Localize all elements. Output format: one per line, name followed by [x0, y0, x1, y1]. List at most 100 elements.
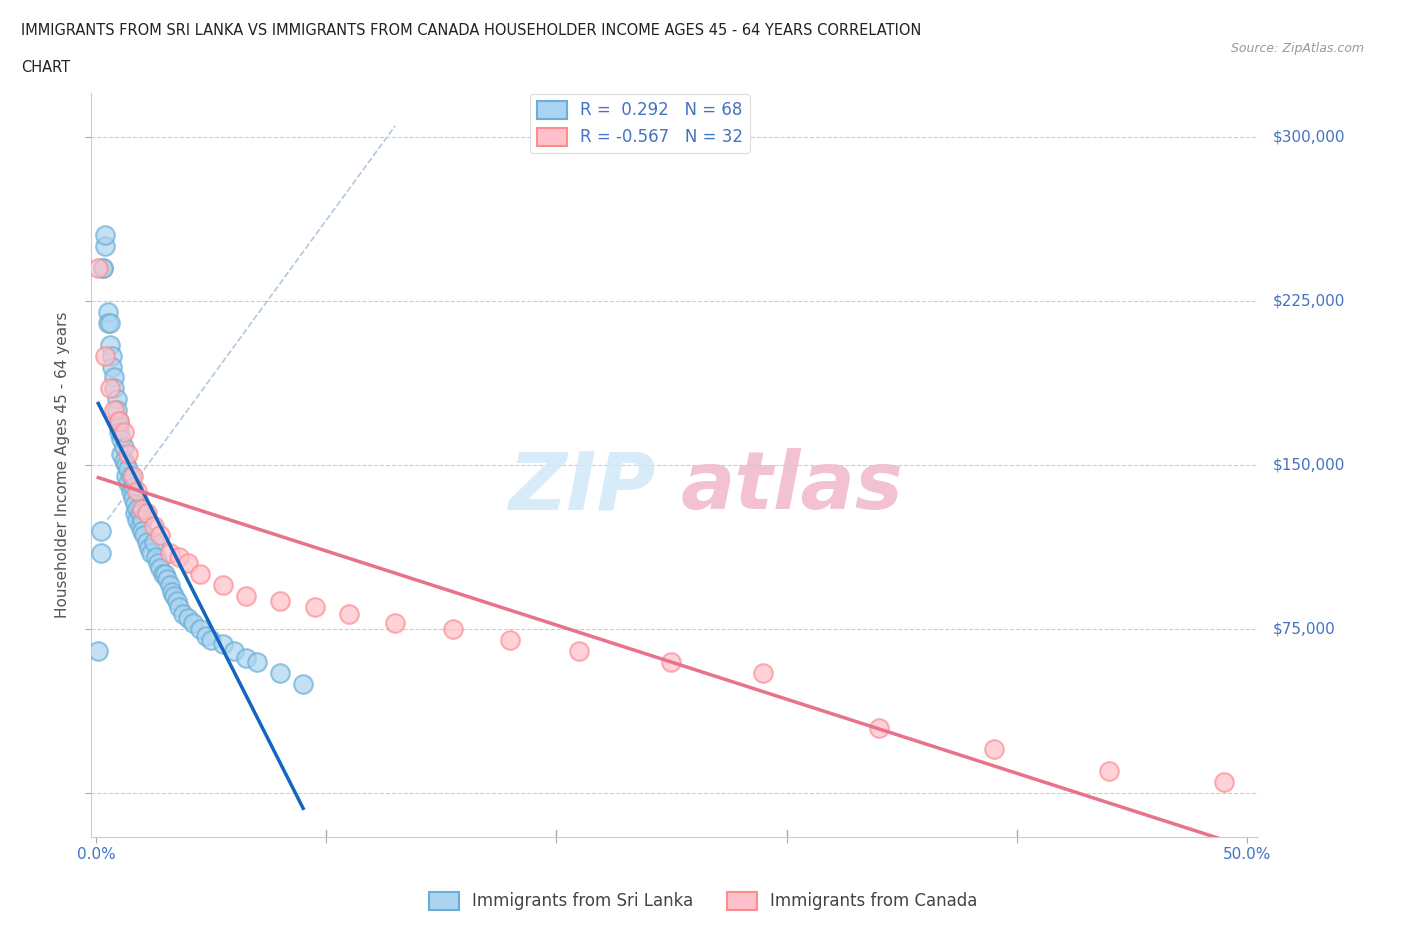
Point [211, 637, 233, 652]
Point [188, 621, 211, 636]
Point [120, 484, 142, 498]
Point [108, 418, 131, 433]
Point [135, 506, 157, 521]
Point [112, 440, 135, 455]
Point [121, 480, 143, 495]
Point [868, 720, 890, 735]
Point [195, 629, 218, 644]
Point [135, 534, 157, 549]
Point [115, 469, 138, 484]
Point [117, 462, 139, 477]
Point [96, 315, 118, 330]
Point [94, 348, 117, 363]
Point [156, 571, 179, 586]
Point [188, 567, 211, 582]
Point [105, 392, 128, 406]
Point [983, 742, 1005, 757]
Point [499, 632, 522, 647]
Point [304, 600, 326, 615]
Point [124, 497, 146, 512]
Point [96, 304, 118, 319]
Point [177, 611, 200, 626]
Point [90, 524, 112, 538]
Point [112, 425, 135, 440]
Point [177, 556, 200, 571]
Point [131, 501, 153, 516]
Point [87, 644, 110, 658]
Point [146, 556, 169, 571]
Point [131, 524, 153, 538]
Point [138, 540, 160, 555]
Point [124, 506, 146, 521]
Point [108, 414, 131, 429]
Point [246, 655, 269, 670]
Point [110, 446, 132, 461]
Point [149, 561, 172, 576]
Point [269, 666, 291, 681]
Point [181, 615, 204, 630]
Point [115, 458, 138, 472]
Y-axis label: Householder Income Ages 45 - 64 years: Householder Income Ages 45 - 64 years [55, 312, 70, 618]
Point [141, 545, 163, 560]
Text: Source: ZipAtlas.com: Source: ZipAtlas.com [1230, 42, 1364, 55]
Point [98, 338, 121, 352]
Point [98, 315, 121, 330]
Text: $225,000: $225,000 [1272, 293, 1344, 309]
Point [384, 615, 406, 630]
Point [91, 260, 114, 275]
Point [568, 644, 591, 658]
Text: CHART: CHART [21, 60, 70, 75]
Point [117, 446, 139, 461]
Text: ZIP: ZIP [508, 448, 655, 526]
Point [145, 550, 167, 565]
Point [103, 370, 125, 385]
Legend: Immigrants from Sri Lanka, Immigrants from Canada: Immigrants from Sri Lanka, Immigrants fr… [422, 885, 984, 917]
Point [211, 578, 233, 592]
Point [661, 655, 683, 670]
Point [103, 381, 125, 396]
Text: $300,000: $300,000 [1272, 129, 1346, 144]
Point [101, 359, 124, 374]
Legend: R =  0.292   N = 68, R = -0.567   N = 32: R = 0.292 N = 68, R = -0.567 N = 32 [530, 94, 749, 153]
Text: atlas: atlas [681, 448, 903, 526]
Point [166, 593, 188, 608]
Point [142, 534, 165, 549]
Point [127, 501, 149, 516]
Point [172, 606, 194, 621]
Point [98, 381, 121, 396]
Point [94, 228, 117, 243]
Point [163, 589, 186, 604]
Point [108, 425, 131, 440]
Point [167, 600, 190, 615]
Point [110, 432, 132, 446]
Point [128, 506, 150, 521]
Point [131, 512, 153, 527]
Point [160, 584, 183, 599]
Point [121, 490, 143, 505]
Point [200, 632, 222, 647]
Text: $150,000: $150,000 [1272, 458, 1344, 472]
Point [167, 550, 190, 565]
Text: $75,000: $75,000 [1272, 621, 1336, 637]
Point [128, 519, 150, 534]
Point [108, 414, 131, 429]
Point [117, 475, 139, 490]
Point [121, 469, 143, 484]
Point [222, 644, 245, 658]
Point [159, 578, 181, 592]
Point [235, 589, 257, 604]
Point [112, 453, 135, 468]
Point [134, 527, 156, 542]
Point [149, 527, 172, 542]
Point [90, 545, 112, 560]
Point [153, 567, 176, 582]
Point [94, 239, 117, 254]
Point [337, 606, 360, 621]
Point [441, 621, 464, 636]
Point [269, 593, 291, 608]
Point [752, 666, 775, 681]
Point [101, 348, 124, 363]
Point [152, 567, 174, 582]
Point [127, 484, 149, 498]
Point [120, 469, 142, 484]
